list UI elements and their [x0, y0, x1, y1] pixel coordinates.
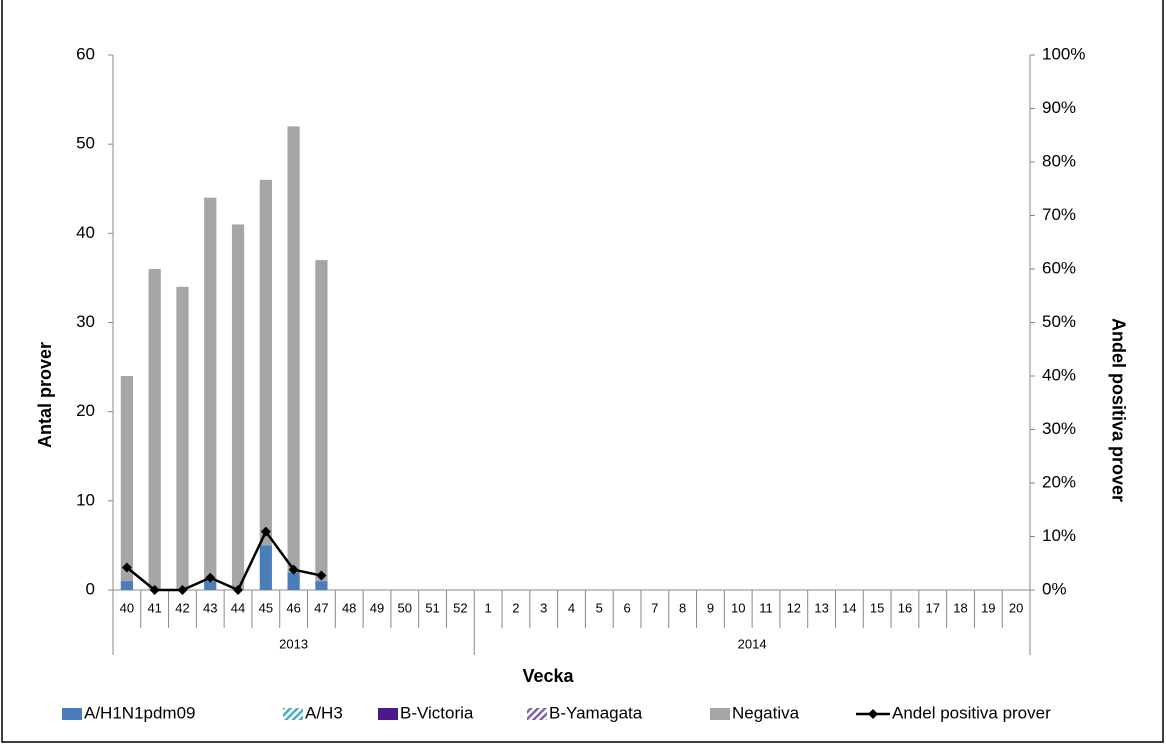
- y2-tick-label: 10%: [1042, 526, 1076, 545]
- x-tick-label: 1: [485, 600, 492, 615]
- x-tick-label: 10: [731, 600, 745, 615]
- y2-tick-label: 40%: [1042, 365, 1076, 384]
- x-tick-label: 47: [314, 600, 328, 615]
- bar: [259, 179, 272, 546]
- y2-tick-label: 80%: [1042, 151, 1076, 170]
- x-tick-label: 17: [926, 600, 940, 615]
- x-tick-label: 9: [707, 600, 714, 615]
- y2-axis-title: Andel positiva prover: [1108, 318, 1128, 502]
- marker: [121, 562, 132, 573]
- legend-swatch: [378, 708, 398, 720]
- bar: [204, 197, 217, 582]
- marker: [316, 570, 327, 581]
- bar: [120, 581, 134, 590]
- x-tick-label: 16: [898, 600, 912, 615]
- y-tick-label: 20: [76, 401, 95, 420]
- x-tick-label: 50: [398, 600, 412, 615]
- legend-label: A/H3: [305, 703, 343, 722]
- x-tick-label: 49: [370, 600, 384, 615]
- bar: [231, 224, 245, 590]
- y2-tick-label: 100%: [1042, 44, 1085, 63]
- x-tick-label: 46: [286, 600, 300, 615]
- x-tick-label: 8: [679, 600, 686, 615]
- legend-swatch: [527, 708, 547, 720]
- y2-tick-label: 50%: [1042, 312, 1076, 331]
- bar: [176, 286, 189, 590]
- marker: [205, 572, 216, 583]
- marker: [177, 585, 188, 595]
- marker: [288, 564, 299, 575]
- x-tick-label: 43: [203, 600, 217, 615]
- bar: [315, 260, 328, 582]
- marker: [149, 585, 160, 595]
- y2-tick-label: 30%: [1042, 419, 1076, 438]
- legend-label: B-Victoria: [400, 703, 474, 722]
- bar: [148, 269, 161, 590]
- marker: [260, 526, 271, 537]
- legend-swatch: [62, 708, 82, 720]
- legend-label: Negativa: [732, 703, 800, 722]
- y-tick-label: 30: [76, 312, 95, 331]
- x-tick-label: 40: [120, 600, 134, 615]
- x-tick-label: 18: [953, 600, 967, 615]
- legend-label: A/H1N1pdm09: [84, 703, 196, 722]
- legend-marker: [868, 709, 878, 719]
- x-tick-label: 45: [259, 600, 273, 615]
- x-tick-label: 52: [453, 600, 467, 615]
- x-tick-label: 42: [175, 600, 189, 615]
- x-tick-label: 5: [596, 600, 603, 615]
- x-tick-label: 14: [842, 600, 856, 615]
- legend-swatch: [710, 708, 730, 720]
- y-tick-label: 0: [86, 579, 95, 598]
- x-tick-label: 20: [1009, 600, 1023, 615]
- legend-label: Andel positiva prover: [892, 703, 1051, 722]
- x-tick-label: 41: [147, 600, 161, 615]
- x-tick-label: 7: [651, 600, 658, 615]
- x-tick-label: 2: [512, 600, 519, 615]
- bar: [120, 376, 134, 582]
- bar: [287, 126, 300, 573]
- bar: [287, 572, 300, 590]
- legend-swatch: [283, 708, 303, 720]
- x-tick-label: 11: [759, 600, 773, 615]
- y-axis-title: Antal prover: [35, 342, 55, 448]
- x-tick-label: 15: [870, 600, 884, 615]
- x-tick-label: 19: [981, 600, 995, 615]
- x-axis-title: Vecka: [522, 666, 574, 686]
- y-tick-label: 50: [76, 134, 95, 153]
- y-tick-label: 10: [76, 490, 95, 509]
- legend-label: B-Yamagata: [549, 703, 643, 722]
- x-tick-label: 6: [623, 600, 630, 615]
- bar: [259, 545, 272, 590]
- y2-tick-label: 90%: [1042, 98, 1076, 117]
- y-tick-label: 60: [76, 44, 95, 63]
- x-tick-label: 48: [342, 600, 356, 615]
- x-group-label: 2014: [738, 636, 767, 651]
- x-tick-label: 4: [568, 600, 575, 615]
- x-tick-label: 44: [231, 600, 245, 615]
- x-tick-label: 3: [540, 600, 547, 615]
- y2-tick-label: 60%: [1042, 258, 1076, 277]
- y-tick-label: 40: [76, 223, 95, 242]
- bar: [204, 581, 217, 590]
- marker: [233, 585, 244, 595]
- y2-tick-label: 0%: [1042, 579, 1067, 598]
- x-tick-label: 13: [814, 600, 828, 615]
- x-group-label: 2013: [279, 636, 308, 651]
- bar: [315, 581, 328, 590]
- y2-tick-label: 70%: [1042, 205, 1076, 224]
- x-tick-label: 12: [787, 600, 801, 615]
- x-tick-label: 51: [425, 600, 439, 615]
- y2-tick-label: 20%: [1042, 472, 1076, 491]
